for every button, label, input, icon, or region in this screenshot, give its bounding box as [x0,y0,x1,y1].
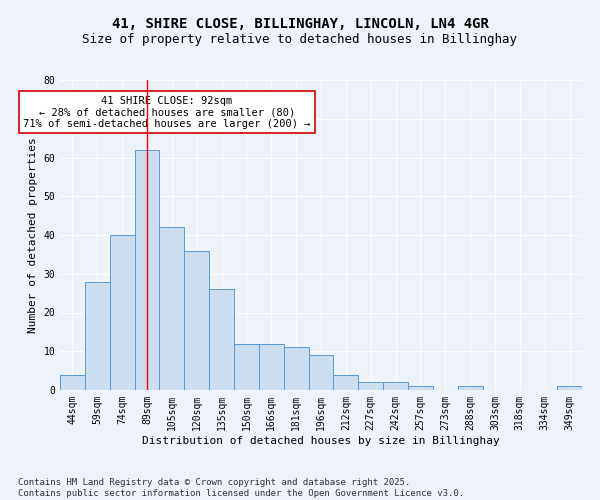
Text: Contains HM Land Registry data © Crown copyright and database right 2025.
Contai: Contains HM Land Registry data © Crown c… [18,478,464,498]
Bar [85,282,110,390]
Bar [383,382,408,390]
Bar [358,382,383,390]
Bar [284,348,308,390]
Bar [110,235,134,390]
Bar [160,227,184,390]
Bar [60,374,85,390]
Bar [334,374,358,390]
Bar [308,355,334,390]
Bar [234,344,259,390]
Bar [209,289,234,390]
Bar [458,386,482,390]
Text: 41, SHIRE CLOSE, BILLINGHAY, LINCOLN, LN4 4GR: 41, SHIRE CLOSE, BILLINGHAY, LINCOLN, LN… [112,18,488,32]
Bar [259,344,284,390]
Y-axis label: Number of detached properties: Number of detached properties [28,137,38,333]
Text: Size of property relative to detached houses in Billinghay: Size of property relative to detached ho… [83,32,517,46]
Bar [557,386,582,390]
Bar [408,386,433,390]
X-axis label: Distribution of detached houses by size in Billinghay: Distribution of detached houses by size … [142,436,500,446]
Text: 41 SHIRE CLOSE: 92sqm
← 28% of detached houses are smaller (80)
71% of semi-deta: 41 SHIRE CLOSE: 92sqm ← 28% of detached … [23,96,311,128]
Bar [184,250,209,390]
Bar [134,150,160,390]
